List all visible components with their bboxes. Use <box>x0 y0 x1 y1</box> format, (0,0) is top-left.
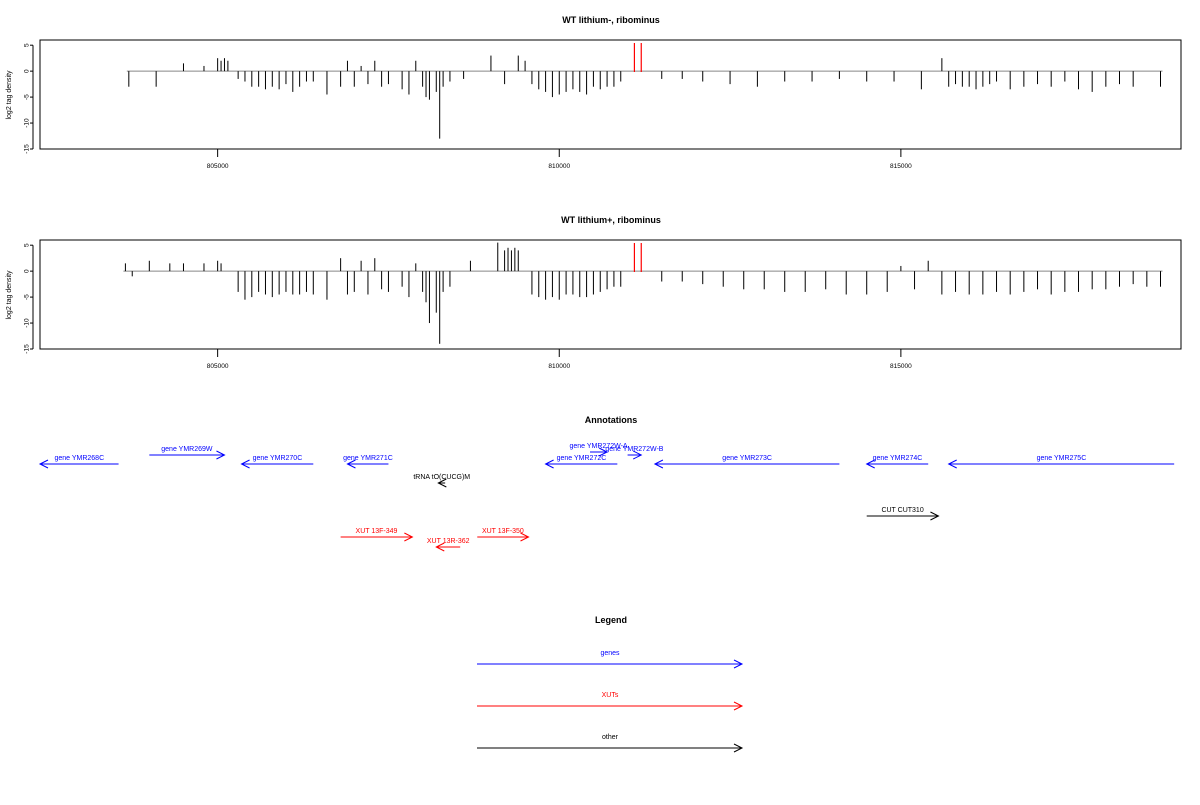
arrow-right-icon <box>404 532 414 542</box>
plot-frame <box>39 39 1182 150</box>
arrow-left-icon <box>865 459 875 469</box>
arrow-left-icon <box>437 478 447 488</box>
arrow-right-icon <box>598 447 609 457</box>
x-tick-label: 815000 <box>890 163 912 170</box>
feature: gene YMR274C <box>865 455 929 469</box>
arrow-right-icon <box>733 701 744 711</box>
x-tick-label: 810000 <box>548 163 570 170</box>
arrow-right-icon <box>633 450 643 460</box>
plot-frame <box>39 239 1182 350</box>
x-tick-label: 805000 <box>207 163 229 170</box>
arrow-right-icon <box>520 532 530 542</box>
legend-label: XUTs <box>602 692 619 699</box>
chart-panel-lithium-minus: WT lithium-, ribominus log2 tag density … <box>6 15 1182 170</box>
feature-label: CUT CUT310 <box>881 507 923 514</box>
feature: tRNA tO(CUCG)M <box>413 474 470 488</box>
arrow-right-icon <box>733 743 744 753</box>
feature-label: gene YMR272W-B <box>605 446 663 453</box>
arrow-right-icon <box>930 511 940 521</box>
feature: gene YMR275C <box>947 455 1175 469</box>
chart-title: WT lithium-, ribominus <box>562 15 660 25</box>
arrow-right-icon <box>733 659 744 669</box>
arrow-left-icon <box>653 459 664 469</box>
feature: gene YMR272W-B <box>605 446 664 460</box>
legend-items-group: genes XUTs other <box>477 650 744 753</box>
feature-label: gene YMR268C <box>54 455 104 462</box>
y-tick-label: 0 <box>24 69 31 73</box>
feature: gene YMR268C <box>38 455 119 469</box>
chart-title: WT lithium+, ribominus <box>561 215 661 225</box>
feature: gene YMR271C <box>343 455 393 469</box>
legend-item: XUTs <box>477 692 744 711</box>
axes-group: 5 0 -5 -10 -15 805000 810000 815000 <box>24 43 912 170</box>
arrow-left-icon <box>435 542 445 552</box>
feature-label: gene YMR274C <box>873 455 923 462</box>
feature: gene YMR270C <box>240 455 314 469</box>
feature: gene YMR273C <box>653 455 840 469</box>
y-tick-label: -5 <box>24 294 31 300</box>
feature-label: tRNA tO(CUCG)M <box>413 474 470 481</box>
y-tick-label: -10 <box>24 318 31 328</box>
feature: gene YMR272C <box>544 455 618 469</box>
arrow-left-icon <box>947 459 957 469</box>
legend-label: other <box>602 734 619 741</box>
feature: XUT 13R-362 <box>427 538 470 552</box>
feature-label: XUT 13F-350 <box>482 528 524 535</box>
x-tick-label: 815000 <box>890 363 912 370</box>
feature-label: gene YMR272W-A <box>569 443 627 450</box>
annotations-title: Annotations <box>585 415 638 425</box>
feature: XUT 13F-350 <box>477 528 530 542</box>
feature-label: gene YMR275C <box>1037 455 1087 462</box>
feature-label: gene YMR273C <box>722 455 772 462</box>
y-tick-label: 0 <box>24 269 31 273</box>
legend-item: genes <box>477 650 744 669</box>
feature-label: XUT 13R-362 <box>427 538 470 545</box>
y-tick-label: 5 <box>24 43 31 47</box>
arrow-left-icon <box>346 459 356 469</box>
chart-panel-lithium-plus: WT lithium+, ribominus log2 tag density … <box>6 215 1182 370</box>
feature-label: XUT 13F-349 <box>356 528 398 535</box>
y-tick-label: -10 <box>24 118 31 128</box>
legend-item: other <box>477 734 744 753</box>
arrow-left-icon <box>544 459 554 469</box>
feature-label: gene YMR269W <box>161 446 213 453</box>
feature: gene YMR269W <box>149 446 226 460</box>
feature-label: gene YMR272C <box>557 455 607 462</box>
legend-title: Legend <box>595 615 627 625</box>
y-tick-label: 5 <box>24 243 31 247</box>
axes-group: 5 0 -5 -10 -15 805000 810000 815000 <box>24 243 912 370</box>
arrow-left-icon <box>38 459 49 469</box>
arrow-left-icon <box>240 459 250 469</box>
feature-label: gene YMR271C <box>343 455 393 462</box>
y-tick-label: -5 <box>24 94 31 100</box>
feature-label: gene YMR270C <box>253 455 303 462</box>
features-group: gene YMR268C gene YMR269W gene YMR270C gene… <box>38 443 1175 552</box>
y-tick-label: -15 <box>24 144 31 154</box>
legend: Legend genes XUTs other <box>477 615 744 753</box>
legend-label: genes <box>600 650 620 657</box>
bars-group <box>126 43 1163 139</box>
y-axis-label: log2 tag density <box>6 270 13 320</box>
x-tick-label: 805000 <box>207 363 229 370</box>
feature: XUT 13F-349 <box>340 528 414 542</box>
arrow-right-icon <box>216 450 226 460</box>
feature: gene YMR272W-A <box>569 443 628 457</box>
x-tick-label: 810000 <box>548 363 570 370</box>
feature: CUT CUT310 <box>866 507 940 521</box>
bars-group <box>123 242 1163 344</box>
y-tick-label: -15 <box>24 344 31 354</box>
y-axis-label: log2 tag density <box>6 70 13 120</box>
